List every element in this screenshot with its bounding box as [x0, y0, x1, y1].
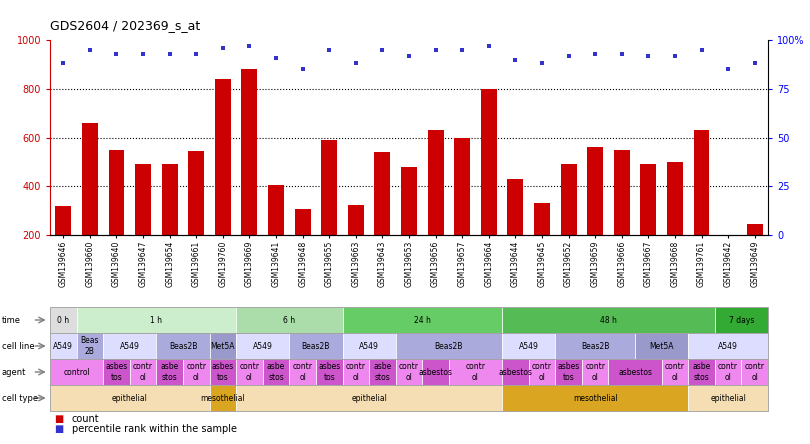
Text: Beas2B: Beas2B	[168, 341, 197, 350]
Bar	[322, 140, 337, 284]
Text: percentile rank within the sample: percentile rank within the sample	[72, 424, 237, 434]
Text: 7 days: 7 days	[729, 316, 754, 325]
Bar	[55, 206, 71, 284]
Bar	[109, 150, 125, 284]
Text: A549: A549	[718, 341, 738, 350]
Text: contr
ol: contr ol	[186, 362, 207, 382]
Text: Beas
2B: Beas 2B	[81, 336, 99, 356]
Bar	[268, 185, 284, 284]
Bar	[667, 162, 683, 284]
Text: ■: ■	[54, 424, 63, 434]
Text: asbe
stos: asbe stos	[373, 362, 391, 382]
Text: 1 h: 1 h	[151, 316, 162, 325]
Text: count: count	[72, 414, 100, 424]
Bar	[188, 151, 204, 284]
Bar	[454, 138, 470, 284]
Text: asbe
stos: asbe stos	[160, 362, 179, 382]
Bar	[135, 164, 151, 284]
Text: contr
ol: contr ol	[665, 362, 685, 382]
Text: asbes
tos: asbes tos	[211, 362, 234, 382]
Bar	[162, 164, 177, 284]
Text: 48 h: 48 h	[600, 316, 617, 325]
Bar	[295, 210, 310, 284]
Text: control: control	[63, 368, 90, 377]
Text: mesothelial: mesothelial	[573, 393, 617, 403]
Bar	[215, 79, 231, 284]
Text: epithelial: epithelial	[710, 393, 746, 403]
Bar	[747, 224, 763, 284]
Text: contr
ol: contr ol	[346, 362, 366, 382]
Text: contr
ol: contr ol	[466, 362, 485, 382]
Text: cell line: cell line	[2, 341, 34, 350]
Text: time: time	[2, 316, 20, 325]
Text: asbestos: asbestos	[419, 368, 453, 377]
Text: agent: agent	[2, 368, 26, 377]
Text: A549: A549	[253, 341, 273, 350]
Text: contr
ol: contr ol	[585, 362, 605, 382]
Text: contr
ol: contr ol	[532, 362, 552, 382]
Text: asbe
stos: asbe stos	[267, 362, 285, 382]
Text: contr
ol: contr ol	[240, 362, 259, 382]
Bar	[534, 203, 550, 284]
Text: asbe
stos: asbe stos	[693, 362, 710, 382]
Text: asbes
tos: asbes tos	[318, 362, 340, 382]
Bar	[587, 147, 603, 284]
Bar	[614, 150, 629, 284]
Text: Beas2B: Beas2B	[302, 341, 330, 350]
Text: asbestos: asbestos	[498, 368, 532, 377]
Text: A549: A549	[53, 341, 73, 350]
Bar	[428, 130, 444, 284]
Text: epithelial: epithelial	[352, 393, 387, 403]
Text: asbes
tos: asbes tos	[105, 362, 128, 382]
Text: epithelial: epithelial	[112, 393, 147, 403]
Bar	[82, 123, 98, 284]
Text: contr
ol: contr ol	[292, 362, 313, 382]
Bar	[374, 152, 390, 284]
Bar	[347, 205, 364, 284]
Bar	[241, 69, 258, 284]
Bar	[641, 164, 656, 284]
Text: contr
ol: contr ol	[718, 362, 738, 382]
Text: Met5A: Met5A	[650, 341, 674, 350]
Text: 6 h: 6 h	[284, 316, 296, 325]
Bar	[561, 164, 577, 284]
Text: Met5A: Met5A	[211, 341, 235, 350]
Text: GDS2604 / 202369_s_at: GDS2604 / 202369_s_at	[50, 19, 200, 32]
Text: Beas2B: Beas2B	[435, 341, 463, 350]
Text: A549: A549	[120, 341, 139, 350]
Text: cell type: cell type	[2, 393, 38, 403]
Bar	[720, 258, 736, 284]
Text: contr
ol: contr ol	[744, 362, 765, 382]
Text: Beas2B: Beas2B	[581, 341, 609, 350]
Bar	[481, 89, 497, 284]
Text: mesothelial: mesothelial	[201, 393, 245, 403]
Bar	[693, 130, 710, 284]
Text: asbestos: asbestos	[618, 368, 652, 377]
Text: 0 h: 0 h	[58, 316, 70, 325]
Text: contr
ol: contr ol	[133, 362, 153, 382]
Text: 24 h: 24 h	[414, 316, 431, 325]
Bar	[507, 179, 523, 284]
Text: ■: ■	[54, 414, 63, 424]
Text: A549: A549	[518, 341, 539, 350]
Text: A549: A549	[359, 341, 379, 350]
Text: asbes
tos: asbes tos	[557, 362, 580, 382]
Bar	[401, 167, 417, 284]
Text: contr
ol: contr ol	[399, 362, 419, 382]
